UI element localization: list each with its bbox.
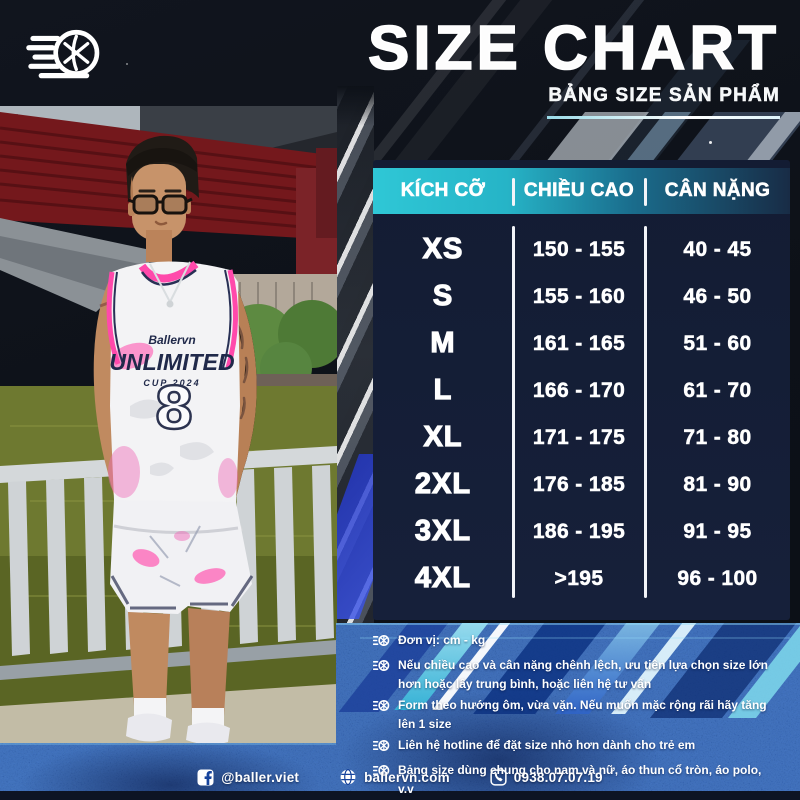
basketball-speed-icon xyxy=(372,736,390,758)
jersey-line-text: UNLIMITED xyxy=(109,349,234,375)
basketball-speed-icon xyxy=(372,656,390,693)
cell-height: 176 - 185 xyxy=(532,472,626,496)
brand-logo xyxy=(26,24,106,88)
table-body: XS 150 - 155 40 - 45 S 155 - 160 46 - 50… xyxy=(373,226,790,602)
note-item: Form theo hướng ôm, vừa vặn. Nếu muốn mặ… xyxy=(372,696,777,733)
note-text: Bảng size dùng chung cho nam và nữ, áo t… xyxy=(398,763,762,796)
sparkle-dot xyxy=(596,38,599,41)
globe-icon xyxy=(340,768,356,786)
sparkle-dot xyxy=(126,63,128,65)
cell-weight: 81 - 90 xyxy=(683,472,752,496)
jersey-brand-text: Ballervn xyxy=(148,333,195,347)
cell-height: 161 - 165 xyxy=(532,331,626,355)
basketball-speed-icon xyxy=(372,761,390,798)
cell-size: 2XL xyxy=(414,467,472,500)
table-row: 2XL 176 - 185 81 - 90 xyxy=(373,461,790,508)
website-contact: ballervn.com xyxy=(339,768,450,786)
subtitle-rule xyxy=(547,116,780,120)
cell-height: 171 - 175 xyxy=(532,425,626,449)
table-row: XS 150 - 155 40 - 45 xyxy=(373,226,790,273)
decor-edge-line xyxy=(336,623,800,625)
cell-weight: 96 - 100 xyxy=(677,566,758,590)
decor-edge-line xyxy=(0,743,336,745)
sparkle-dot xyxy=(709,141,712,144)
note-text: Form theo hướng ôm, vừa vặn. Nếu muốn mặ… xyxy=(398,698,767,731)
basketball-speed-icon xyxy=(372,631,390,653)
cell-size: L xyxy=(433,373,453,406)
facebook-contact: @baller.viet xyxy=(197,769,299,786)
decor-edge-line xyxy=(360,637,790,639)
basketball-speed-icon xyxy=(26,29,100,79)
page-title: SIZE CHART xyxy=(367,14,780,83)
phone-icon xyxy=(490,768,507,786)
cell-weight: 91 - 95 xyxy=(683,519,752,543)
table-row: 3XL 186 - 195 91 - 95 xyxy=(373,508,790,555)
table-row: S 155 - 160 46 - 50 xyxy=(373,273,790,320)
note-text: Nếu chiều cao và cân nặng chênh lệch, ưu… xyxy=(398,658,768,691)
cell-height: >195 xyxy=(554,566,604,590)
jersey-sub-text: CUP 2024 xyxy=(143,378,200,388)
phone-contact: 0938.07.07.19 xyxy=(490,768,603,786)
note-item: Liên hệ hotline để đặt size nhỏ hơn dành… xyxy=(372,736,777,758)
header: SIZE CHART BẢNG SIZE SẢN PHẨM xyxy=(367,14,780,120)
bottom-strip xyxy=(0,791,800,800)
column-header-weight: CÂN NẶNG xyxy=(664,180,771,202)
notes-list: Đơn vị: cm - kg Nếu chiều cao và cân nặn… xyxy=(372,631,777,800)
website-url: ballervn.com xyxy=(364,769,450,785)
column-divider xyxy=(644,226,647,598)
column-header-height: CHIỀU CAO xyxy=(523,180,635,202)
column-header-size: KÍCH CỠ xyxy=(400,180,486,202)
table-row: XL 171 - 175 71 - 80 xyxy=(373,414,790,461)
header-divider xyxy=(644,178,647,206)
cell-height: 166 - 170 xyxy=(532,378,626,402)
cell-weight: 51 - 60 xyxy=(683,331,752,355)
page-subtitle: BẢNG SIZE SẢN PHẨM xyxy=(548,85,780,107)
note-item: Đơn vị: cm - kg xyxy=(372,631,777,653)
cell-size: M xyxy=(430,326,456,359)
facebook-handle: @baller.viet xyxy=(221,769,300,785)
note-text: Liên hệ hotline để đặt size nhỏ hơn dành… xyxy=(398,738,696,753)
cell-height: 186 - 195 xyxy=(532,519,626,543)
jersey-number: 8 xyxy=(154,374,194,442)
table-header-row: KÍCH CỠ CHIỀU CAO CÂN NẶNG xyxy=(373,168,790,214)
cell-size: XL xyxy=(423,420,463,453)
cell-size: S xyxy=(432,279,454,312)
contact-bar: @baller.viet ballervn.com 0938.07.07.19 xyxy=(0,764,800,790)
cell-size: XS xyxy=(422,232,464,265)
table-row: L 166 - 170 61 - 70 xyxy=(373,367,790,414)
cell-size: 3XL xyxy=(414,514,472,547)
facebook-icon xyxy=(197,769,214,785)
phone-number: 0938.07.07.19 xyxy=(513,769,603,785)
model-photo: Ballervn UNLIMITED CUP 2024 8 xyxy=(0,106,346,745)
size-table-panel: KÍCH CỠ CHIỀU CAO CÂN NẶNG XS 150 - 155 … xyxy=(373,160,790,620)
table-row: 4XL >195 96 - 100 xyxy=(373,555,790,602)
cell-weight: 61 - 70 xyxy=(683,378,752,402)
note-item: Bảng size dùng chung cho nam và nữ, áo t… xyxy=(372,761,777,798)
cell-weight: 40 - 45 xyxy=(683,237,752,261)
column-divider xyxy=(512,226,515,598)
cell-height: 155 - 160 xyxy=(532,284,626,308)
decor-fade xyxy=(337,86,374,126)
cell-weight: 71 - 80 xyxy=(683,425,752,449)
cell-height: 150 - 155 xyxy=(532,237,626,261)
basketball-speed-icon xyxy=(372,696,390,733)
sparkle-dot xyxy=(569,93,571,95)
cell-size: 4XL xyxy=(414,561,472,594)
note-text: Đơn vị: cm - kg xyxy=(398,633,486,647)
cell-weight: 46 - 50 xyxy=(683,284,752,308)
photo-scene: Ballervn UNLIMITED CUP 2024 8 xyxy=(0,106,346,745)
table-row: M 161 - 165 51 - 60 xyxy=(373,320,790,367)
header-divider xyxy=(512,178,515,206)
note-item: Nếu chiều cao và cân nặng chênh lệch, ưu… xyxy=(372,656,777,693)
